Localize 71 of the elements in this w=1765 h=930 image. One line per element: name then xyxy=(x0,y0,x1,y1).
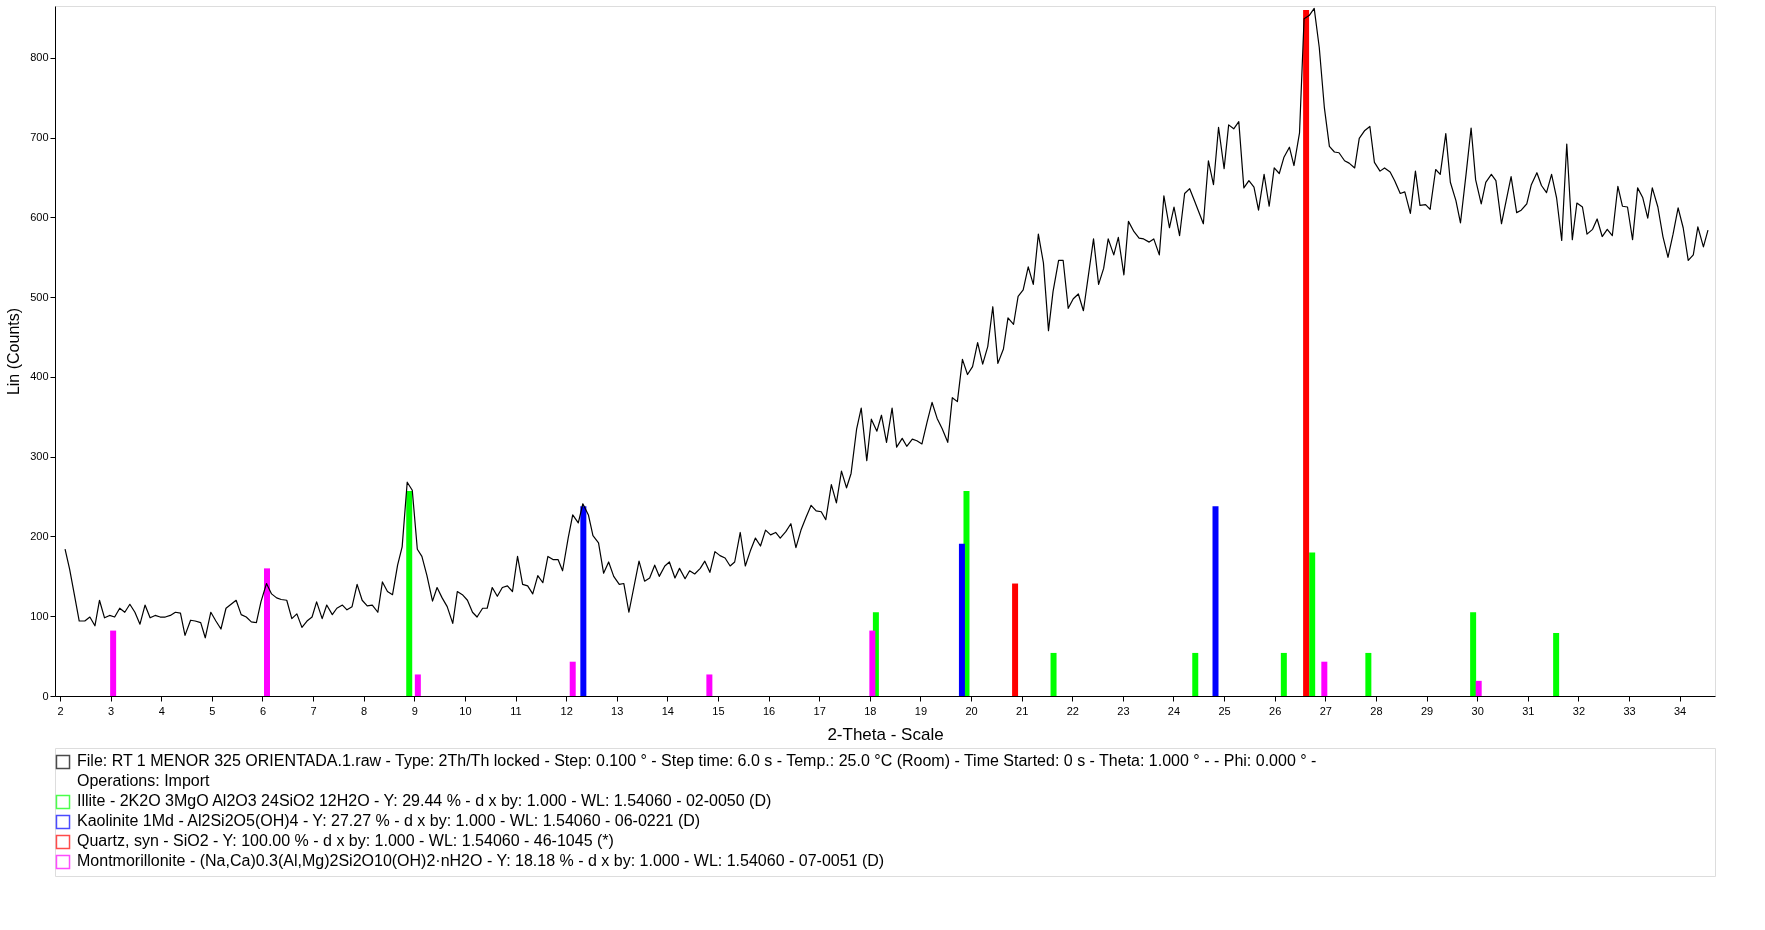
bar xyxy=(869,630,876,696)
x-tick-label: 28 xyxy=(1370,704,1383,717)
legend-label: File: RT 1 MENOR 325 ORIENTADA.1.raw - Type: 2Th/Th locked - Step: 0.100 ° - Step time: 6.0 s - Temp.: 25.0 °C (Room) - Time Started: 0 s - Theta: 1.000 ° - - Phi: 0.000 ° - Operations: Import xyxy=(77,752,1317,789)
bar xyxy=(110,630,117,696)
x-tick-label: 8 xyxy=(361,704,368,717)
legend-label: Kaolinite 1Md - Al2Si2O5(OH)4 - Y: 27.27 % - d x by: 1.000 - WL: 1.54060 - 06-0221 (D) xyxy=(77,812,701,829)
x-tick-label: 23 xyxy=(1117,704,1130,717)
x-tick-label: 34 xyxy=(1674,704,1687,717)
x-tick-label: 21 xyxy=(1016,704,1029,717)
x-tick-label: 10 xyxy=(459,704,472,717)
bar xyxy=(1280,652,1287,696)
line-series xyxy=(64,7,1709,639)
x-tick-label: 11 xyxy=(510,704,522,717)
y-tick-label: 400 xyxy=(30,370,49,383)
bar xyxy=(1470,612,1477,696)
bar xyxy=(1050,652,1057,696)
x-tick-label: 33 xyxy=(1623,704,1636,717)
bar xyxy=(1309,552,1316,696)
legend-label: Montmorillonite - (Na,Ca)0.3(Al,Mg)2Si2O10(OH)2·nH2O - Y: 18.18 % - d x by: 1.000 - WL: 1.54060 - 07-0051 (D) xyxy=(77,852,885,869)
legend-label: Quartz, syn - SiO2 - Y: 100.00 % - d x by: 1.000 - WL: 1.54060 - 46-1045 (*) xyxy=(77,832,614,849)
x-tick-label: 31 xyxy=(1522,704,1535,717)
y-tick-label: 100 xyxy=(30,609,49,622)
x-tick-label: 30 xyxy=(1471,704,1484,717)
x-tick-label: 9 xyxy=(411,704,418,717)
x-tick-label: 25 xyxy=(1218,704,1231,717)
x-tick-label: 18 xyxy=(864,704,877,717)
bar xyxy=(1365,652,1372,696)
legend-label: Illite - 2K2O 3MgO Al2O3 24SiO2 12H2O - Y: 29.44 % - d x by: 1.000 - WL: 1.54060 - 02-0050 (D) xyxy=(77,792,772,809)
x-tick-label: 19 xyxy=(914,704,928,717)
x-tick-label: 12 xyxy=(560,704,573,717)
bar xyxy=(414,674,421,696)
x-tick-label: 26 xyxy=(1269,704,1282,717)
y-tick-label: 300 xyxy=(30,450,49,463)
bar xyxy=(706,674,713,696)
bar xyxy=(1303,9,1310,696)
x-tick-label: 4 xyxy=(158,704,165,717)
y-axis-title: Lin (Counts) xyxy=(5,307,23,396)
x-tick-label: 29 xyxy=(1420,704,1434,717)
bar xyxy=(1212,506,1219,696)
x-tick-label: 20 xyxy=(965,704,978,717)
x-tick-label: 3 xyxy=(108,704,115,717)
bar xyxy=(1321,661,1328,696)
x-tick-label: 15 xyxy=(712,704,725,717)
x-tick-label: 17 xyxy=(813,704,826,717)
x-tick-label: 22 xyxy=(1066,704,1079,717)
bar xyxy=(264,568,271,696)
x-tick-label: 2 xyxy=(57,704,64,717)
x-tick-label: 13 xyxy=(611,704,624,717)
bar xyxy=(1192,652,1199,696)
x-axis-title: 2-Theta - Scale xyxy=(827,724,944,744)
y-tick-label: 600 xyxy=(30,210,49,223)
bar xyxy=(580,506,587,696)
bar xyxy=(1012,583,1019,696)
y-tick-label: 700 xyxy=(30,131,49,144)
x-tick-label: 14 xyxy=(661,704,674,717)
bar xyxy=(1553,632,1560,696)
x-tick-label: 16 xyxy=(762,704,776,717)
y-tick-label: 200 xyxy=(30,529,49,542)
x-tick-label: 32 xyxy=(1572,704,1586,717)
bar xyxy=(958,543,965,696)
y-tick-label: 0 xyxy=(42,689,49,702)
bar xyxy=(406,490,413,696)
x-tick-label: 24 xyxy=(1167,704,1181,717)
bar xyxy=(1475,680,1482,696)
y-tick-label: 500 xyxy=(30,290,49,303)
x-tick-label: 6 xyxy=(259,704,267,717)
x-tick-label: 5 xyxy=(209,704,216,717)
bar xyxy=(569,661,576,696)
x-tick-label: 7 xyxy=(310,704,317,717)
y-tick-label: 800 xyxy=(30,51,49,64)
x-tick-label: 27 xyxy=(1319,704,1332,717)
